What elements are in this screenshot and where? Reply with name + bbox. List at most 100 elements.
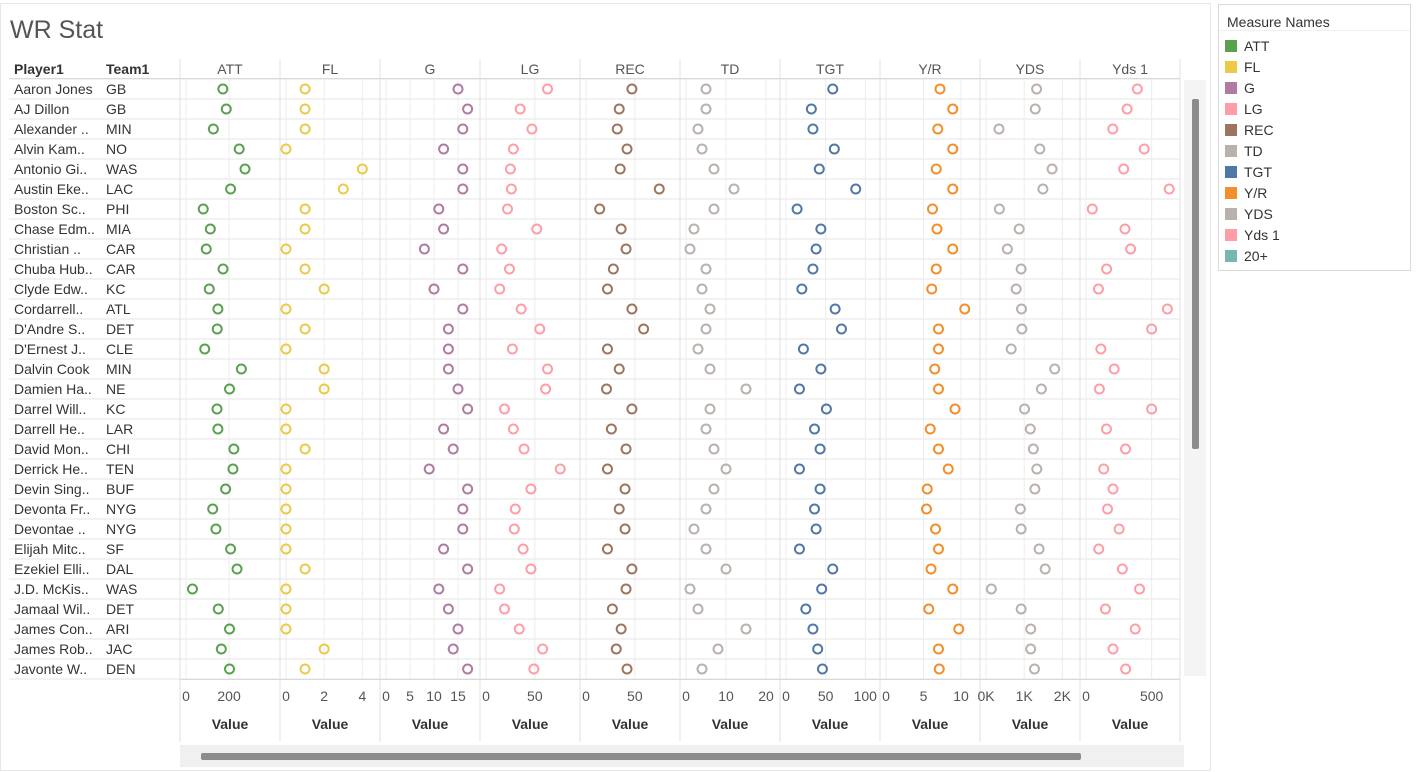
legend-item[interactable]: REC xyxy=(1219,119,1410,140)
player-label: Darrel Will.. xyxy=(14,401,86,417)
data-point xyxy=(280,603,292,615)
data-point xyxy=(1125,243,1137,255)
data-point xyxy=(442,363,454,375)
legend-item[interactable]: Y/R xyxy=(1219,182,1410,203)
legend-item[interactable]: LG xyxy=(1219,98,1410,119)
player-label: Dalvin Cook xyxy=(14,361,90,377)
data-point xyxy=(619,523,631,535)
data-point xyxy=(791,203,803,215)
data-point xyxy=(526,123,538,135)
data-point xyxy=(934,83,946,95)
data-point xyxy=(926,283,938,295)
data-point xyxy=(217,83,229,95)
data-point xyxy=(506,343,518,355)
legend-label: TGT xyxy=(1244,163,1272,180)
data-point xyxy=(299,663,311,675)
legend-item[interactable]: ATT xyxy=(1219,35,1410,56)
data-point xyxy=(1033,543,1045,555)
data-point xyxy=(700,263,712,275)
data-point xyxy=(809,423,821,435)
column-header: Y/R xyxy=(918,61,941,77)
data-point xyxy=(800,603,812,615)
player-label: D'Andre S.. xyxy=(14,321,85,337)
data-point xyxy=(1027,443,1039,455)
data-point xyxy=(356,163,368,175)
data-point xyxy=(233,143,245,155)
team-label: WAS xyxy=(106,581,137,597)
team-label: CAR xyxy=(106,261,136,277)
data-point xyxy=(280,423,292,435)
data-point xyxy=(985,583,997,595)
tick-label: 0 xyxy=(882,688,890,704)
legend-swatch xyxy=(1225,249,1237,262)
column-header: YDS xyxy=(1016,61,1045,77)
data-point xyxy=(1024,423,1036,435)
legend-title: Measure Names xyxy=(1219,5,1410,31)
legend-panel: Measure Names ATT FL G LG REC TD TGT Y/R YDS Yds … xyxy=(1218,4,1411,271)
data-point xyxy=(947,243,959,255)
data-point xyxy=(812,643,824,655)
data-point xyxy=(1015,263,1027,275)
data-point xyxy=(462,403,474,415)
data-point xyxy=(807,623,819,635)
data-point xyxy=(692,603,704,615)
legend-item[interactable]: Yds 1 xyxy=(1219,224,1410,245)
data-point xyxy=(299,323,311,335)
tick-label: 0 xyxy=(782,688,790,704)
data-point xyxy=(525,563,537,575)
data-point xyxy=(438,143,450,155)
data-point xyxy=(820,403,832,415)
team-label: CHI xyxy=(106,441,130,457)
axis-label: Value xyxy=(512,716,549,732)
legend-item[interactable]: TGT xyxy=(1219,161,1410,182)
legend-item[interactable]: YDS xyxy=(1219,203,1410,224)
data-point xyxy=(207,503,219,515)
data-point xyxy=(515,303,527,315)
player-label: James Rob.. xyxy=(14,641,93,657)
column-header: TGT xyxy=(816,61,844,77)
data-point xyxy=(447,443,459,455)
data-point xyxy=(933,343,944,355)
player-label: Austin Eke.. xyxy=(14,181,89,197)
tick-label: 0 xyxy=(282,688,290,704)
data-point xyxy=(696,283,708,295)
data-point xyxy=(684,243,696,255)
data-point xyxy=(1101,263,1113,275)
data-point xyxy=(621,663,633,675)
data-point xyxy=(457,523,469,535)
tick-label: 15 xyxy=(450,688,466,704)
data-point xyxy=(947,103,959,115)
horizontal-scrollbar-thumb[interactable] xyxy=(201,753,1081,760)
data-point xyxy=(615,223,627,235)
data-point xyxy=(1120,663,1132,675)
player-label: AJ Dillon xyxy=(14,101,69,117)
data-point xyxy=(299,263,311,275)
data-point xyxy=(531,223,543,235)
data-point xyxy=(534,323,546,335)
data-point xyxy=(210,523,222,535)
tick-label: 0K xyxy=(977,688,995,704)
worksheet-frame xyxy=(0,3,1211,771)
tick-label: 20 xyxy=(758,688,774,704)
data-point xyxy=(601,543,613,555)
dot-plot-chart: Player1 Team1 ATT FL G LG REC TD TGT Y/R YDS Yds 1 A… xyxy=(9,59,1181,742)
legend-item[interactable]: G xyxy=(1219,77,1410,98)
data-point xyxy=(614,163,626,175)
legend-item[interactable]: FL xyxy=(1219,56,1410,77)
data-point xyxy=(457,303,469,315)
data-point xyxy=(318,283,330,295)
legend-item[interactable]: TD xyxy=(1219,140,1410,161)
data-point xyxy=(1028,663,1040,675)
player-label: Aaron Jones xyxy=(14,81,93,97)
legend-item[interactable]: 20+ xyxy=(1219,245,1410,266)
data-point xyxy=(720,563,732,575)
vertical-scrollbar-thumb[interactable] xyxy=(1192,99,1199,449)
player-label: Jamaal Wil.. xyxy=(14,601,90,617)
legend-label: 20+ xyxy=(1244,247,1268,264)
team-label: DAL xyxy=(106,561,133,577)
team-label: NYG xyxy=(106,501,136,517)
data-point xyxy=(807,263,819,275)
tick-label: 5 xyxy=(920,688,928,704)
team-label: BUF xyxy=(106,481,134,497)
tick-label: 4 xyxy=(358,688,366,704)
